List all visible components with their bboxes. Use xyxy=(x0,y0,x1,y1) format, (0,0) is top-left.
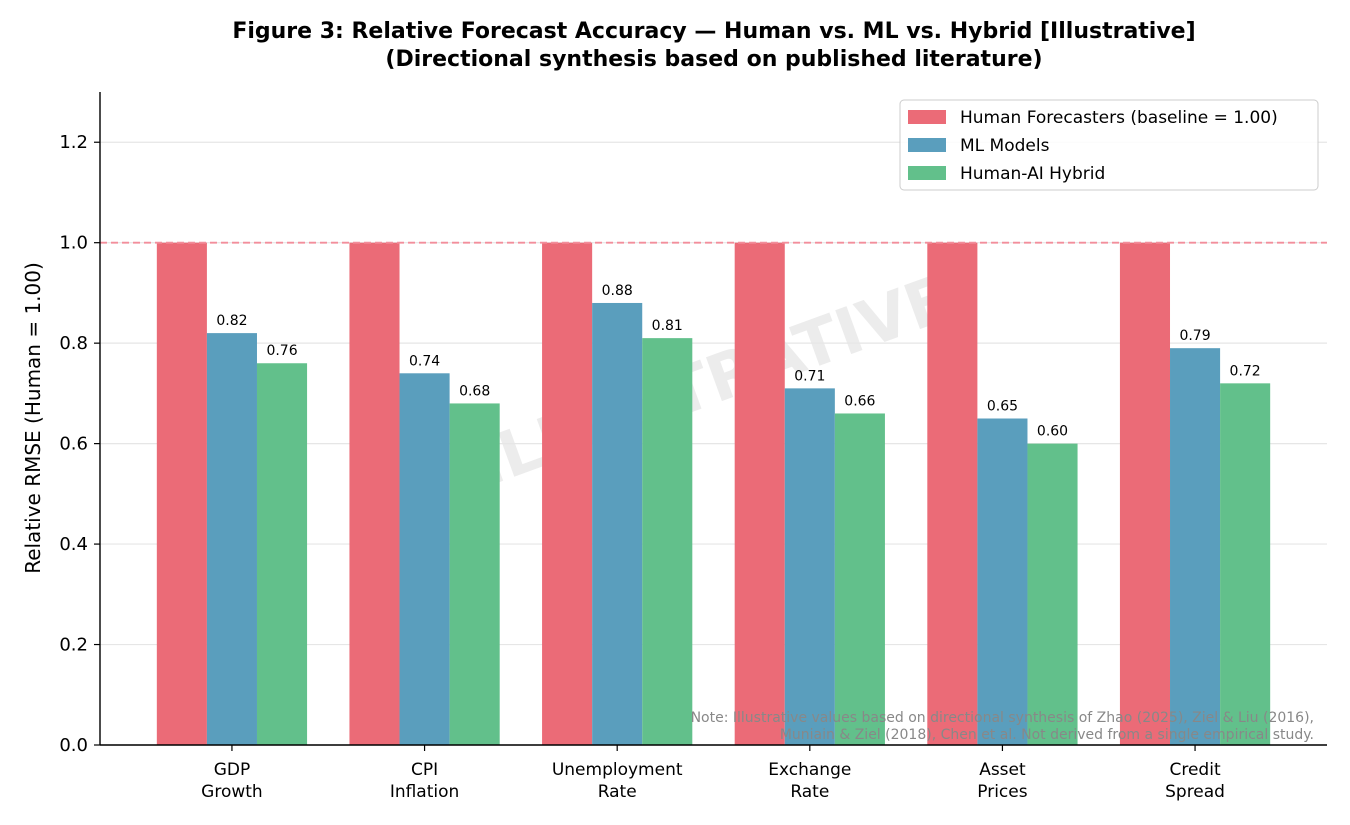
value-label: 0.88 xyxy=(602,283,633,299)
bar xyxy=(256,363,308,745)
x-tick-label: GDP xyxy=(214,760,251,780)
note: Note: Illustrative values based on direc… xyxy=(691,710,1314,726)
y-tick-label: 1.2 xyxy=(59,132,88,153)
legend-label: ML Models xyxy=(960,136,1050,156)
bar xyxy=(349,242,400,745)
watermark: ILLUSTRATIVE xyxy=(467,262,962,502)
x-tick-label: Unemployment xyxy=(552,760,683,780)
chart-title: Figure 3: Relative Forecast Accuracy — H… xyxy=(232,19,1195,44)
value-label: 0.74 xyxy=(409,353,440,369)
bar xyxy=(592,302,643,745)
value-label: 0.66 xyxy=(844,393,875,409)
value-label: 0.60 xyxy=(1037,424,1068,440)
value-label: 0.71 xyxy=(794,368,825,384)
bar xyxy=(734,242,785,745)
bar xyxy=(1119,242,1171,745)
note: Muniain & Ziel (2018), Chen et al. Not d… xyxy=(780,727,1314,743)
bar xyxy=(542,242,593,745)
x-tick-label: Prices xyxy=(977,782,1027,802)
x-tick-label: Rate xyxy=(598,782,637,802)
y-tick-label: 0.8 xyxy=(59,333,88,354)
bar xyxy=(449,403,500,745)
legend-swatch xyxy=(908,138,946,152)
bar xyxy=(784,388,835,745)
bar xyxy=(927,242,978,745)
y-tick-label: 0.2 xyxy=(59,635,88,656)
legend-label: Human Forecasters (baseline = 1.00) xyxy=(960,108,1278,128)
legend-label: Human-AI Hybrid xyxy=(960,164,1105,184)
value-label: 0.72 xyxy=(1230,363,1261,379)
y-tick-label: 0.0 xyxy=(59,735,88,756)
legend-swatch xyxy=(908,110,946,124)
bar xyxy=(642,338,693,745)
x-tick-label: Credit xyxy=(1169,760,1220,780)
y-tick-label: 0.6 xyxy=(59,434,88,455)
x-tick-label: Rate xyxy=(790,782,829,802)
x-tick-label: CPI xyxy=(411,760,438,780)
legend-box xyxy=(899,99,1319,191)
y-tick-label: 0.4 xyxy=(59,534,88,555)
value-label: 0.65 xyxy=(987,399,1018,415)
value-label: 0.76 xyxy=(266,343,297,359)
bar xyxy=(977,418,1028,745)
bar xyxy=(834,413,885,745)
x-tick-label: Exchange xyxy=(768,760,851,780)
y-tick-label: 1.0 xyxy=(59,233,88,254)
x-tick-label: Inflation xyxy=(390,782,459,802)
y-axis-label: Relative RMSE (Human = 1.00) xyxy=(21,262,45,574)
chart-subtitle: (Directional synthesis based on publishe… xyxy=(385,47,1042,72)
value-label: 0.81 xyxy=(652,318,683,334)
x-tick-label: Spread xyxy=(1165,782,1225,802)
value-label: 0.68 xyxy=(459,383,490,399)
value-label: 0.82 xyxy=(216,313,247,329)
bar xyxy=(399,373,450,745)
x-tick-label: Growth xyxy=(201,782,263,802)
bar xyxy=(1170,348,1221,745)
bar xyxy=(206,333,257,745)
value-label: 0.79 xyxy=(1179,328,1210,344)
x-tick-label: Asset xyxy=(979,760,1026,780)
bar xyxy=(156,242,207,745)
bar xyxy=(1220,383,1271,745)
bar xyxy=(1027,443,1078,745)
legend-swatch xyxy=(908,166,946,180)
